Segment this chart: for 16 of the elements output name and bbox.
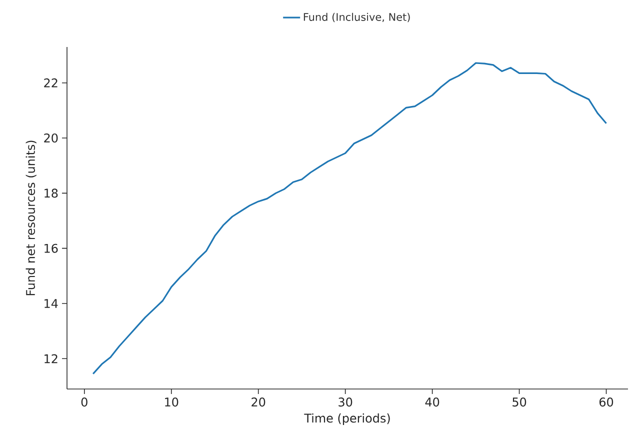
y-tick-label: 20	[44, 133, 58, 143]
legend-label: Fund (Inclusive, Net)	[304, 12, 410, 22]
x-tick-label: 50	[512, 398, 526, 407]
y-tick-label: 12	[44, 354, 58, 364]
x-tick-label: 30	[338, 398, 352, 407]
y-tick-label: 18	[44, 188, 58, 198]
y-tick-label: 22	[44, 78, 58, 88]
y-tick-label: 14	[44, 299, 58, 308]
y-axis-title: Fund net resources (units)	[26, 140, 36, 296]
y-tick-label: 16	[44, 244, 58, 253]
x-tick-label: 10	[165, 398, 178, 407]
x-axis-title: Time (periods)	[304, 413, 390, 425]
x-tick-label: 40	[425, 398, 440, 407]
x-tick-label: 60	[599, 398, 614, 407]
x-tick-label: 20	[252, 398, 266, 407]
x-tick-label: 0	[81, 398, 88, 407]
